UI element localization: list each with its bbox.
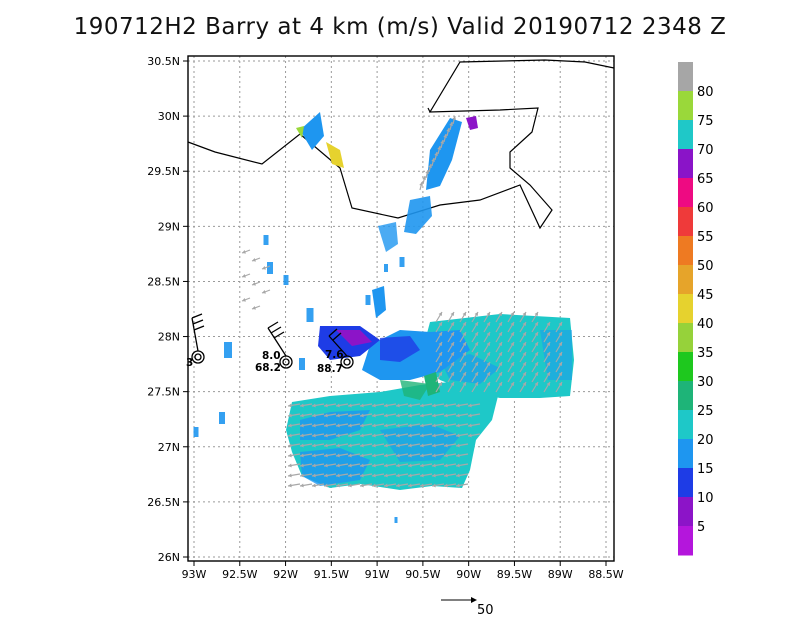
x-tick-label: 88.5W <box>588 568 623 581</box>
station-1: 8.0 68.2 <box>255 321 293 374</box>
colorbar-swatch <box>678 236 693 266</box>
colorbar-label: 35 <box>697 346 714 361</box>
station-1-line1: 8.0 <box>262 350 281 362</box>
y-tick-label: 27.5N <box>147 386 180 399</box>
colorbar: 80 75 70 65 60 55 50 45 40 35 30 25 20 15 10 5 <box>678 62 714 556</box>
y-tick-label: 29N <box>158 220 180 233</box>
colorbar-swatch <box>678 62 693 92</box>
wind-vectors <box>241 115 563 488</box>
colorbar-swatch <box>678 91 693 121</box>
colorbar-swatch <box>678 410 693 440</box>
colorbar-label: 80 <box>697 85 714 100</box>
colorbar-label: 65 <box>697 172 714 187</box>
colorbar-swatch <box>678 265 693 295</box>
y-tick-label: 30N <box>158 110 180 123</box>
colorbar-swatch <box>678 120 693 150</box>
x-tick-label: 89.5W <box>497 568 532 581</box>
x-tick-label: 90.5W <box>405 568 440 581</box>
y-tick-label: 26N <box>158 551 180 564</box>
colorbar-label: 25 <box>697 404 714 419</box>
colorbar-swatch <box>678 468 693 498</box>
y-tick-label: 28.5N <box>147 275 180 288</box>
x-tick-label: 89W <box>548 568 573 581</box>
colorbar-label: 30 <box>697 375 714 390</box>
station-2-line2: 88.7 <box>317 363 343 375</box>
colorbar-swatch <box>678 294 693 324</box>
colorbar-swatch <box>678 352 693 382</box>
reference-vector: 50 <box>441 597 494 618</box>
colorbar-label: 60 <box>697 201 714 216</box>
colorbar-label: 75 <box>697 114 714 129</box>
x-tick-label: 92W <box>273 568 298 581</box>
coastline <box>187 59 615 230</box>
y-tick-label: 30.5N <box>147 55 180 68</box>
y-tick-label: 28N <box>158 331 180 344</box>
colorbar-swatch <box>678 526 693 556</box>
colorbar-swatch <box>678 439 693 469</box>
colorbar-label: 45 <box>697 288 714 303</box>
x-tick-label: 91W <box>365 568 390 581</box>
colorbar-swatch <box>678 323 693 353</box>
colorbar-label: 40 <box>697 317 714 332</box>
station-3-line2: 3 <box>186 357 193 369</box>
x-tick-label: 92.5W <box>222 568 257 581</box>
colorbar-swatch <box>678 381 693 411</box>
y-tick-label: 29.5N <box>147 165 180 178</box>
x-tick-label: 90W <box>456 568 481 581</box>
colorbar-swatch <box>678 497 693 527</box>
colorbar-swatch <box>678 149 693 179</box>
y-tick-label: 27N <box>158 441 180 454</box>
colorbar-swatch <box>678 207 693 237</box>
station-1-line2: 68.2 <box>255 362 281 374</box>
colorbar-label: 5 <box>697 520 705 535</box>
station-2: 7.6 88.7 <box>317 328 354 375</box>
station-markers: 8.0 68.2 7.6 88.7 3 <box>186 313 354 375</box>
colorbar-label: 70 <box>697 143 714 158</box>
map-title: 190712H2 Barry at 4 km (m/s) Valid 20190… <box>73 14 727 40</box>
colorbar-label: 50 <box>697 259 714 274</box>
y-axis-ticks: 30.5N 30N 29.5N 29N 28.5N 28N 27.5N 27N 26.5N 26N <box>147 55 188 564</box>
colorbar-label: 15 <box>697 462 714 477</box>
colorbar-label: 55 <box>697 230 714 245</box>
station-3: 3 <box>186 313 205 369</box>
colorbar-swatch <box>678 178 693 208</box>
x-axis-ticks: 93W 92.5W 92W 91.5W 91W 90.5W 90W 89.5W 89W 88.5W <box>182 561 624 581</box>
colorbar-label: 10 <box>697 491 714 506</box>
x-tick-label: 91.5W <box>314 568 349 581</box>
station-2-line1: 7.6 <box>325 349 344 361</box>
reference-vector-label: 50 <box>477 603 494 618</box>
plot-area: 8.0 68.2 7.6 88.7 3 <box>186 55 615 562</box>
x-tick-label: 93W <box>182 568 207 581</box>
y-tick-label: 26.5N <box>147 496 180 509</box>
colorbar-label: 20 <box>697 433 714 448</box>
